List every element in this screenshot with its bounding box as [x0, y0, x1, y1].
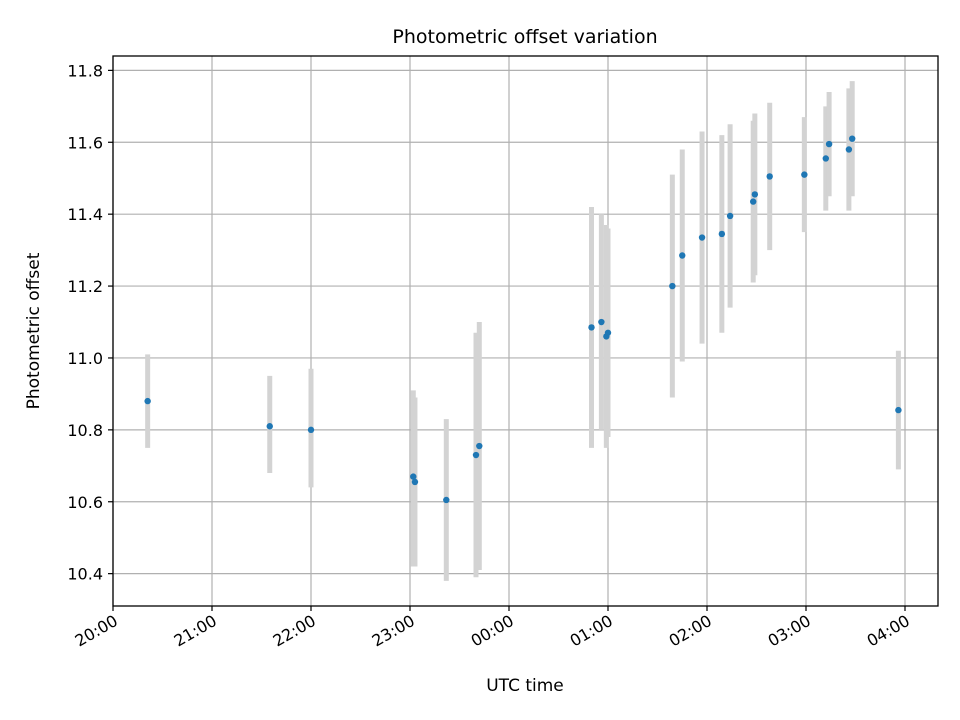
- data-points: [144, 135, 902, 504]
- data-point: [726, 212, 734, 220]
- data-point: [845, 146, 853, 153]
- data-point: [604, 329, 612, 336]
- y-tick-label: 11.8: [67, 61, 103, 80]
- data-point: [718, 230, 726, 238]
- y-tick-label: 10.4: [67, 565, 103, 584]
- data-point: [895, 406, 902, 414]
- plot-frame: [112, 55, 939, 607]
- data-point: [849, 135, 856, 142]
- data-point: [822, 155, 829, 162]
- y-tick-label: 10.8: [67, 421, 103, 440]
- data-point: [588, 324, 595, 331]
- data-point: [679, 252, 686, 259]
- y-tick-label: 11.0: [67, 349, 103, 368]
- data-point: [266, 423, 273, 430]
- data-point: [751, 191, 759, 198]
- y-tick-label: 10.6: [67, 493, 103, 512]
- x-axis-label: UTC time: [486, 676, 564, 696]
- data-point: [825, 140, 833, 148]
- data-point: [476, 442, 483, 450]
- data-point: [472, 451, 480, 459]
- data-point: [766, 173, 773, 180]
- data-point: [750, 198, 757, 205]
- plot-background: [113, 56, 938, 606]
- y-axis-ticks: 10.4 10.6 10.8 11.0 11.2 11.4 11.6 11.8: [67, 61, 113, 584]
- y-tick-label: 11.2: [67, 277, 103, 296]
- y-tick-label: 11.6: [67, 133, 103, 152]
- data-point: [307, 426, 315, 434]
- y-axis-label: Photometric offset: [24, 252, 44, 409]
- data-point: [443, 496, 450, 504]
- data-point: [598, 318, 605, 326]
- y-tick-label: 11.4: [67, 205, 103, 224]
- data-point: [410, 473, 417, 480]
- data-point: [411, 478, 419, 486]
- data-point: [698, 234, 706, 241]
- data-point: [801, 171, 808, 178]
- data-point: [144, 397, 151, 405]
- chart-title: Photometric offset variation: [392, 26, 657, 48]
- data-point: [669, 282, 676, 290]
